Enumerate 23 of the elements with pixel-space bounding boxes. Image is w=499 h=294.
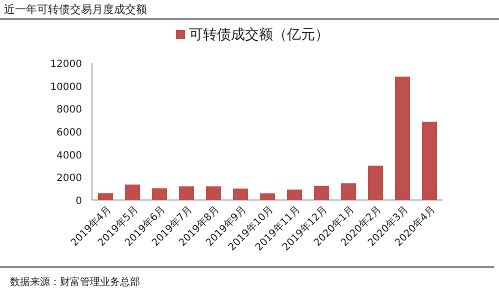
bar [206, 186, 222, 200]
bar [260, 193, 276, 200]
bar [422, 122, 438, 200]
bar [152, 188, 168, 200]
y-tick-label: 8000 [56, 104, 82, 116]
bar [340, 183, 356, 200]
bar [232, 188, 248, 200]
chart-title: 近一年可转债交易月度成交额 [4, 3, 147, 16]
bar [124, 184, 140, 200]
bar [98, 193, 114, 200]
bar [368, 166, 384, 200]
y-tick-label: 4000 [56, 150, 82, 162]
y-tick-label: 0 [76, 196, 82, 207]
y-tick-label: 10000 [50, 82, 82, 93]
bar [178, 186, 194, 200]
bar [314, 186, 330, 200]
bar [286, 190, 302, 200]
y-tick-label: 2000 [56, 173, 82, 184]
bar [394, 76, 410, 200]
y-tick-label: 6000 [56, 128, 82, 138]
source-note: 数据来源：财富管理业务总部 [10, 276, 140, 288]
legend-label: 可转债成交额（亿元） [189, 27, 329, 43]
y-tick-label: 12000 [50, 59, 82, 70]
